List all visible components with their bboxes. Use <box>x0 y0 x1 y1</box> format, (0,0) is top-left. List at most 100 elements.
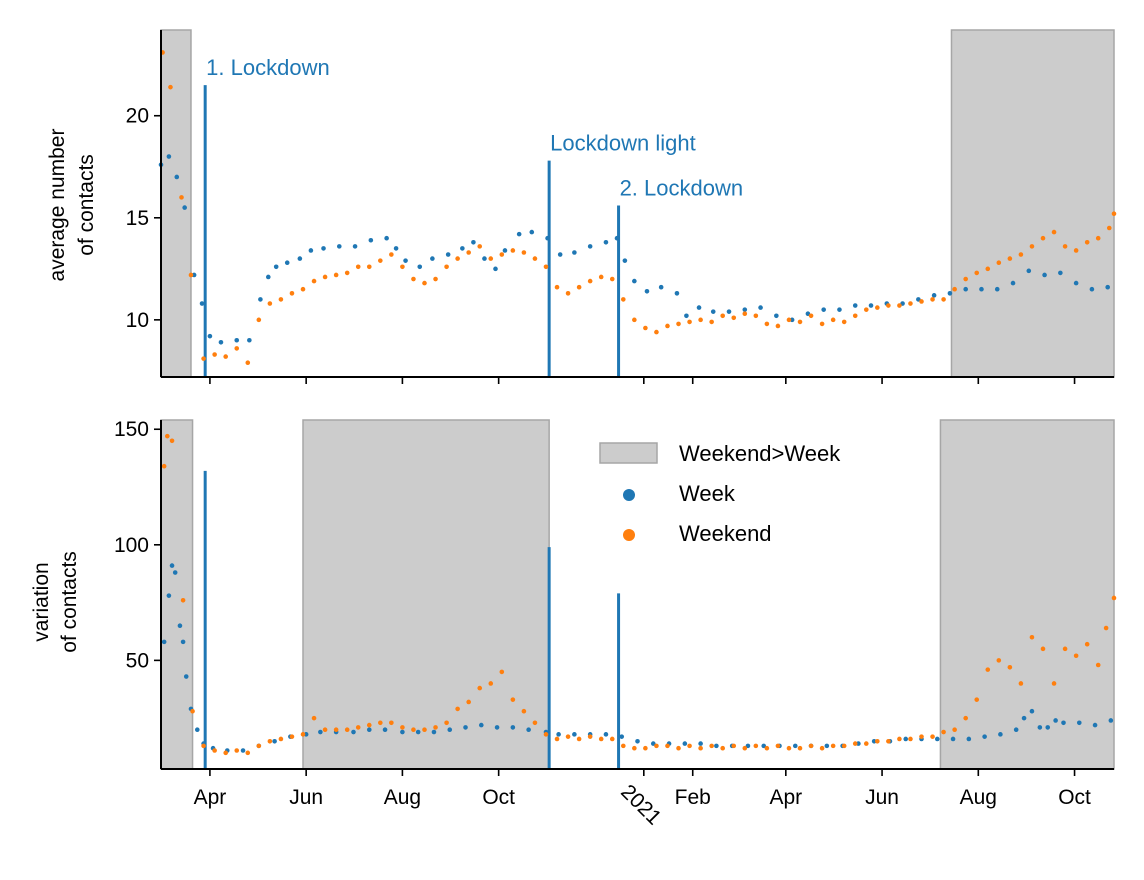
top-week-point-24 <box>430 256 435 261</box>
bottom-weekend-point-10 <box>256 743 262 749</box>
bottom-weekend-point-36 <box>543 732 549 737</box>
top-weekend-point-20 <box>378 258 383 263</box>
top-weekend-point-5 <box>212 352 217 357</box>
bottom-weekend-point-60 <box>808 743 814 749</box>
bottom-week-point-14 <box>272 738 277 744</box>
top-weekend-point-40 <box>598 274 604 280</box>
top-weekend-point-1 <box>168 84 173 90</box>
bottom-weekend-point-28 <box>455 706 460 712</box>
bottom-week-point-66 <box>1053 718 1058 723</box>
top-y-tick-label-0: 10 <box>126 309 149 332</box>
top-week-point-12 <box>273 264 279 270</box>
bottom-week-point-62 <box>1021 715 1027 721</box>
bottom-weekend-point-21 <box>378 720 383 726</box>
bottom-week-point-40 <box>682 741 688 746</box>
bottom-weekend-point-19 <box>355 725 361 730</box>
bottom-weekend-point-35 <box>532 720 538 726</box>
top-weekend-point-17 <box>344 270 350 276</box>
bottom-weekend-point-4 <box>190 708 195 714</box>
top-weekend-point-29 <box>477 244 483 249</box>
bottom-y-axis-label-line2: of contacts <box>58 551 81 653</box>
top-y-tick-label-2: 20 <box>126 105 149 128</box>
bottom-week-point-4 <box>177 623 183 629</box>
top-week-point-46 <box>710 309 716 314</box>
top-week-point-47 <box>726 309 732 314</box>
bottom-weekend-point-75 <box>974 697 980 702</box>
bottom-week-point-64 <box>1037 725 1043 730</box>
bottom-week-point-20 <box>366 727 372 733</box>
top-week-point-16 <box>321 246 326 251</box>
bottom-weekend-point-51 <box>709 743 714 749</box>
top-weekend-point-44 <box>643 325 648 331</box>
bottom-weekend-point-3 <box>180 597 186 603</box>
bottom-weekend-point-88 <box>1111 595 1117 601</box>
top-week-point-15 <box>308 248 314 253</box>
bottom-weekend-point-67 <box>886 738 891 744</box>
bottom-y-axis-label-line1: variation <box>30 562 53 641</box>
bottom-week-point-8 <box>194 727 200 733</box>
bottom-weekend-point-68 <box>897 736 902 742</box>
bottom-week-point-56 <box>934 736 940 742</box>
top-week-point-43 <box>674 291 680 296</box>
bottom-shaded-span-0 <box>160 419 194 770</box>
bottom-weekend-point-27 <box>444 720 449 726</box>
top-weekend-point-66 <box>886 303 891 308</box>
bottom-weekend-point-12 <box>278 736 284 742</box>
top-weekend-point-63 <box>852 313 858 319</box>
top-y-axis-label-line2: of contacts <box>75 154 98 256</box>
top-week-point-67 <box>1042 272 1047 278</box>
bottom-week-point-27 <box>478 722 484 728</box>
bottom-event-lines <box>203 470 621 769</box>
top-week-point-66 <box>1026 268 1032 274</box>
bottom-week-point-57 <box>950 736 956 742</box>
top-axes <box>154 30 1114 384</box>
top-weekend-point-24 <box>422 280 427 286</box>
bottom-week-point-65 <box>1045 725 1051 730</box>
legend-label-weekend: Weekend <box>679 521 772 546</box>
top-weekend-point-78 <box>1018 252 1024 257</box>
top-week-point-1 <box>166 154 172 159</box>
bottom-week-point-21 <box>382 727 388 733</box>
top-week-point-17 <box>336 244 342 249</box>
bottom-weekend-point-47 <box>665 743 670 749</box>
top-weekend-point-64 <box>863 307 869 312</box>
top-week-point-20 <box>384 235 389 241</box>
top-week-point-11 <box>265 274 271 280</box>
bottom-weekend-point-49 <box>687 743 692 749</box>
top-week-point-56 <box>868 303 874 308</box>
bottom-weekend-point-62 <box>830 743 836 749</box>
top-weekend-point-26 <box>444 264 449 270</box>
top-week-point-65 <box>1010 280 1016 286</box>
bottom-week-point-33 <box>572 732 577 737</box>
x-tick-label-1: Jun <box>289 786 323 809</box>
top-weekend-point-7 <box>234 346 240 351</box>
top-week-point-39 <box>622 258 628 263</box>
top-week-point-5 <box>199 301 205 306</box>
bottom-week-point-22 <box>400 729 405 735</box>
bottom-shaded-spans <box>160 419 1115 770</box>
top-weekend-point-72 <box>952 286 957 292</box>
top-event-labels: 1. Lockdown Lockdown light 2. Lockdown <box>206 55 743 200</box>
top-week-point-23 <box>417 264 423 270</box>
top-weekend-point-53 <box>742 311 748 317</box>
top-week-point-44 <box>684 313 689 319</box>
bottom-weekend-point-79 <box>1018 681 1024 686</box>
top-week-point-21 <box>393 246 399 251</box>
top-weekend-point-57 <box>786 317 792 323</box>
bottom-week-point-70 <box>1108 718 1114 723</box>
bottom-weekend-point-16 <box>322 727 328 733</box>
bottom-weekend-point-43 <box>620 743 626 749</box>
top-week-point-60 <box>931 293 937 298</box>
top-weekend-point-76 <box>996 260 1002 265</box>
bottom-panel-variation-contacts: 50 100 150 Apr Jun Aug Oct 2021 Feb Apr Jun Aug Oct… <box>30 418 1117 830</box>
top-week-point-41 <box>644 288 650 294</box>
top-week-point-2 <box>174 174 180 180</box>
bottom-weekend-point-14 <box>300 732 306 737</box>
bottom-weekend-point-23 <box>400 725 405 730</box>
top-week-point-51 <box>789 317 795 323</box>
bottom-week-point-54 <box>903 736 909 742</box>
top-week-point-6 <box>207 333 213 339</box>
bottom-weekend-point-11 <box>267 738 273 744</box>
top-weekend-point-35 <box>543 264 549 270</box>
